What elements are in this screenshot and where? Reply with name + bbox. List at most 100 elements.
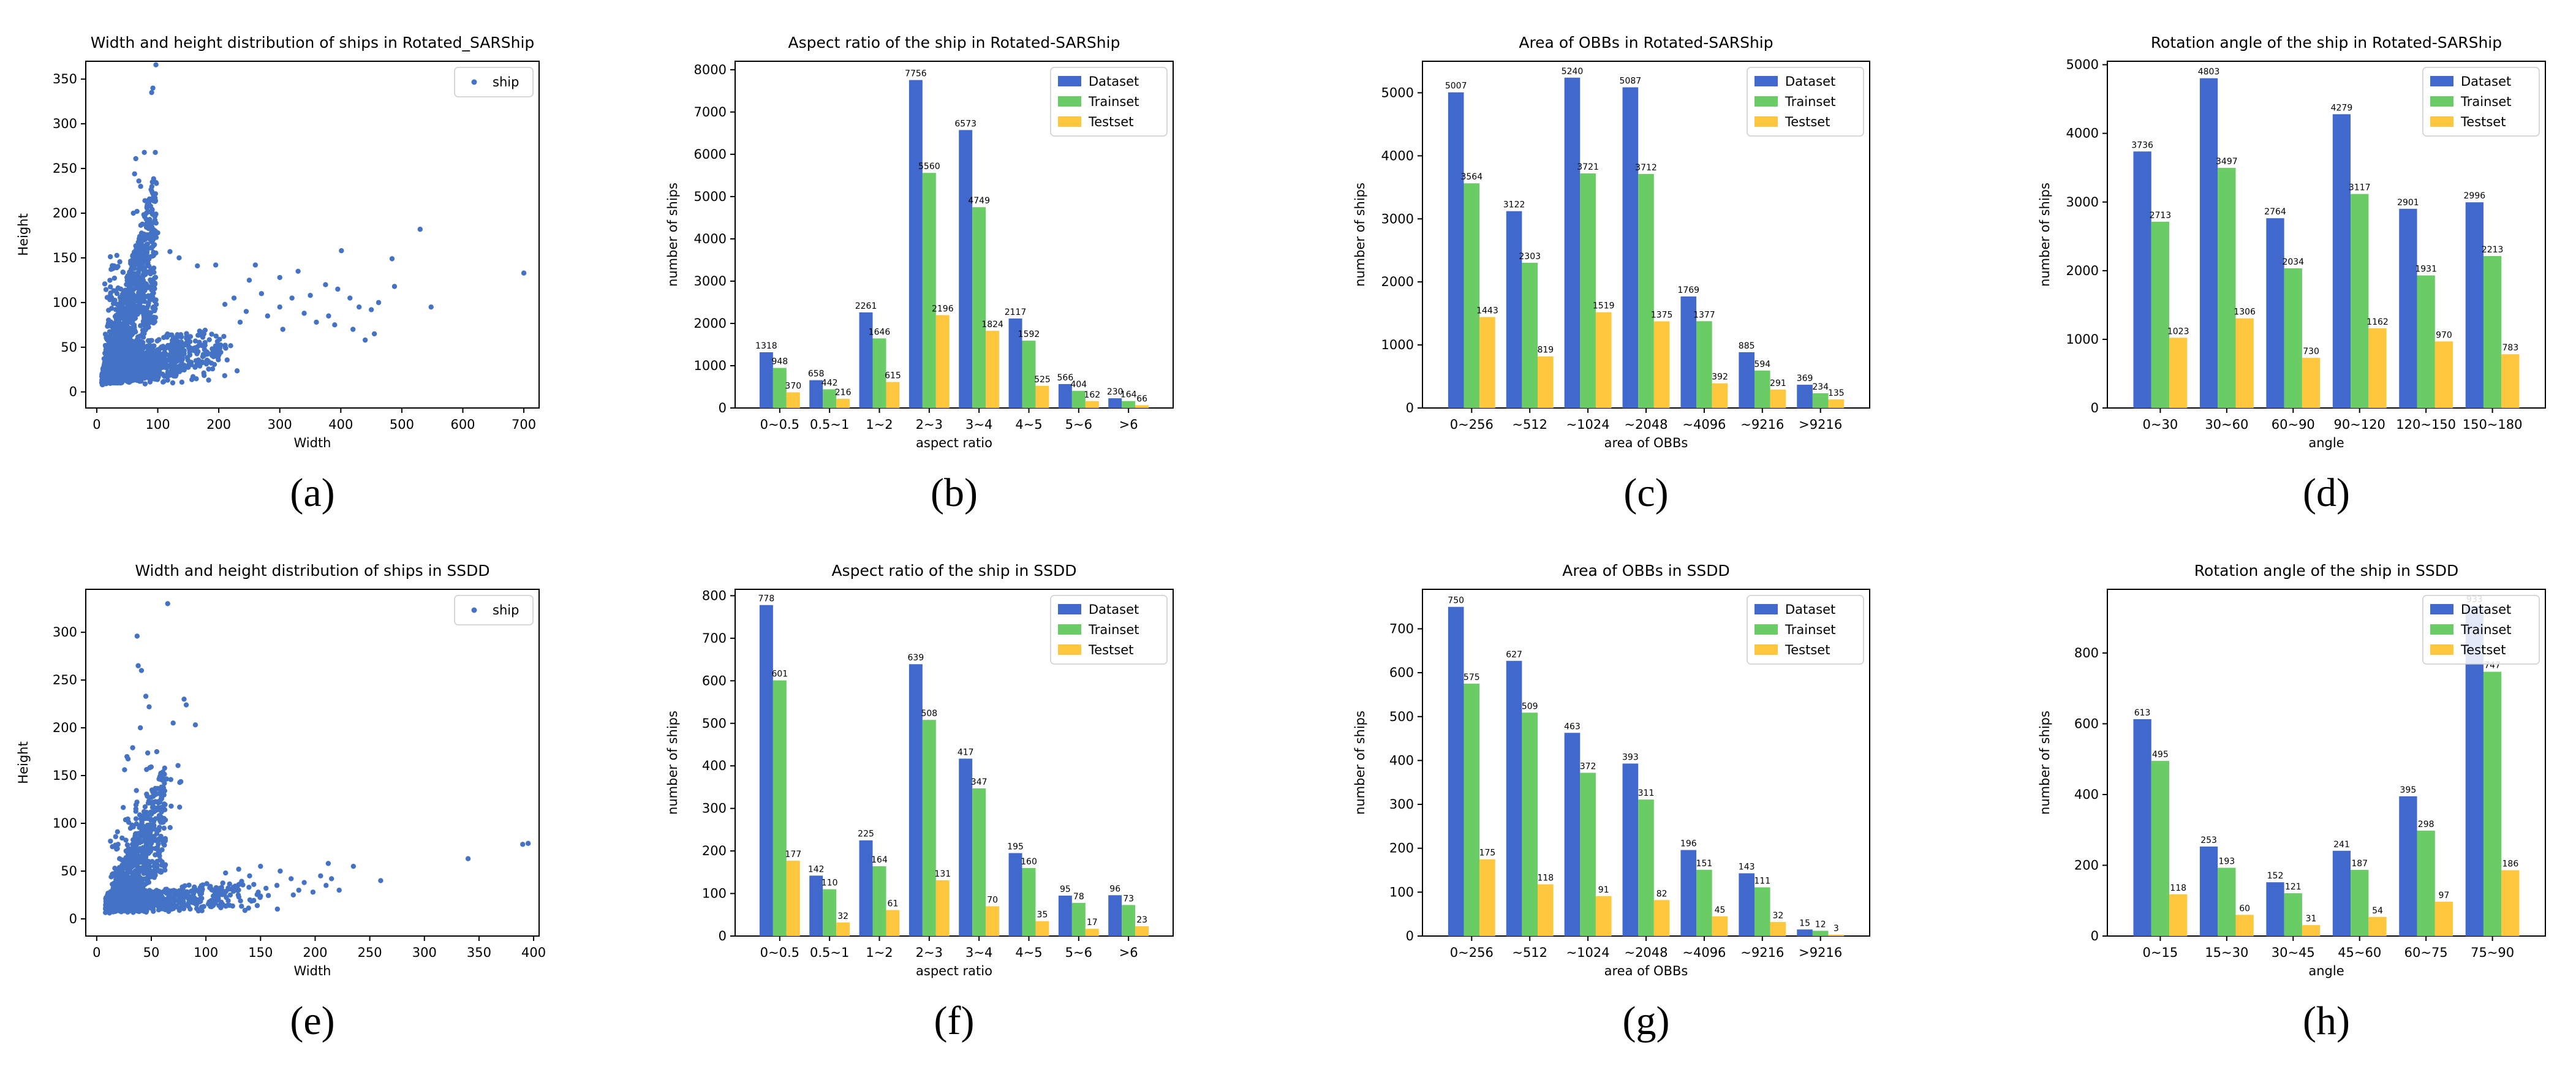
y-tick-label: 4000	[694, 232, 727, 246]
bar-trainset	[772, 368, 787, 408]
scatter-point	[119, 368, 126, 374]
bar-dataset	[1008, 853, 1022, 936]
y-axis-label: Height	[16, 213, 31, 255]
scatter-point	[110, 352, 115, 358]
scatter-point	[165, 373, 171, 379]
scatter-point	[134, 633, 140, 639]
bar-trainset	[1638, 799, 1654, 936]
x-tick-label: ~2048	[1624, 417, 1668, 432]
bar-value-label: 193	[2218, 857, 2235, 867]
scatter-point	[168, 902, 174, 908]
legend-swatch-testset	[1754, 644, 1778, 655]
scatter-point	[274, 883, 280, 888]
scatter-point	[142, 824, 147, 829]
bar-testset	[836, 399, 850, 408]
scatter-point	[115, 888, 121, 894]
bar-testset	[2169, 338, 2188, 408]
scatter-point	[123, 817, 129, 823]
scatter-point	[129, 894, 135, 900]
panel-label: (e)	[290, 999, 334, 1043]
y-tick-label: 150	[53, 768, 77, 783]
panel-label: (f)	[934, 999, 975, 1043]
bar-value-label: 2764	[2264, 207, 2286, 217]
bar-value-label: 195	[1007, 842, 1024, 852]
scatter-point	[165, 896, 171, 902]
scatter-point	[208, 883, 213, 889]
scatter-point	[187, 350, 192, 355]
scatter-point	[144, 867, 149, 874]
scatter-point	[168, 803, 174, 809]
x-tick-label: 2~3	[916, 417, 943, 432]
scatter-point	[114, 291, 120, 296]
bar-testset	[2368, 916, 2387, 936]
scatter-point	[156, 904, 162, 910]
scatter-point	[117, 259, 123, 265]
scatter-point	[195, 263, 200, 269]
bar-value-label: 2213	[2482, 245, 2504, 255]
scatter-point	[172, 369, 178, 375]
scatter-point	[350, 863, 357, 869]
scatter-point	[178, 334, 184, 340]
y-tick-label: 600	[2074, 716, 2099, 731]
scatter-point	[160, 837, 165, 843]
bar-trainset	[2483, 671, 2502, 936]
bar-dataset	[809, 875, 823, 936]
scatter-point	[175, 763, 181, 768]
scatter-point	[277, 274, 282, 281]
scatter-point	[254, 903, 260, 908]
y-tick-label: 5000	[2066, 58, 2099, 72]
x-tick-label: 15~30	[2205, 945, 2248, 960]
scatter-point	[137, 244, 143, 250]
scatter-point	[108, 284, 113, 290]
bar-testset	[935, 880, 950, 936]
bar-dataset	[1448, 606, 1464, 936]
chart-panel-f: 01002003004005006007008000~0.57786011770…	[665, 562, 1174, 1043]
scatter-point	[210, 903, 216, 908]
scatter-point	[148, 187, 154, 192]
scatter-point	[144, 204, 150, 210]
scatter-point	[134, 208, 140, 214]
y-tick-label: 250	[53, 161, 77, 176]
scatter-point	[200, 359, 205, 364]
x-axis-label: aspect ratio	[916, 436, 992, 450]
bar-testset	[1479, 317, 1495, 408]
bar-dataset	[759, 352, 773, 408]
bar-trainset	[772, 680, 787, 936]
scatter-point	[339, 248, 344, 254]
scatter-point	[124, 274, 130, 281]
scatter-point	[125, 354, 130, 360]
scatter-point	[140, 286, 146, 292]
scatter-point	[230, 888, 236, 894]
y-tick-label: 0	[719, 929, 727, 943]
scatter-point	[175, 351, 180, 357]
bar-testset	[886, 910, 900, 936]
scatter-point	[140, 904, 146, 909]
legend-label: Dataset	[1089, 602, 1139, 617]
bar-testset	[1828, 399, 1845, 408]
scatter-point	[115, 882, 120, 888]
bar-testset	[2169, 894, 2188, 936]
x-tick-label: 200	[303, 945, 327, 960]
bar-value-label: 3497	[2216, 157, 2238, 167]
scatter-point	[135, 339, 142, 345]
scatter-point	[146, 704, 152, 709]
scatter-point	[151, 304, 156, 310]
x-tick-label: 0.5~1	[810, 945, 849, 960]
legend-swatch-testset	[1754, 116, 1778, 127]
scatter-point	[156, 848, 161, 854]
bar-trainset	[2284, 268, 2302, 408]
bar-value-label: 613	[2134, 708, 2151, 718]
y-axis-label: number of ships	[2038, 711, 2052, 815]
bar-trainset	[1638, 174, 1654, 408]
scatter-point	[135, 905, 141, 911]
scatter-point	[118, 286, 124, 292]
x-tick-label: ~1024	[1566, 945, 1610, 960]
scatter-point	[290, 892, 296, 898]
bar-trainset	[1696, 869, 1712, 936]
scatter-point	[171, 896, 176, 902]
scatter-point	[225, 898, 231, 904]
scatter-point	[126, 366, 131, 372]
scatter-point	[142, 357, 148, 362]
legend-label: Trainset	[1785, 622, 1835, 637]
